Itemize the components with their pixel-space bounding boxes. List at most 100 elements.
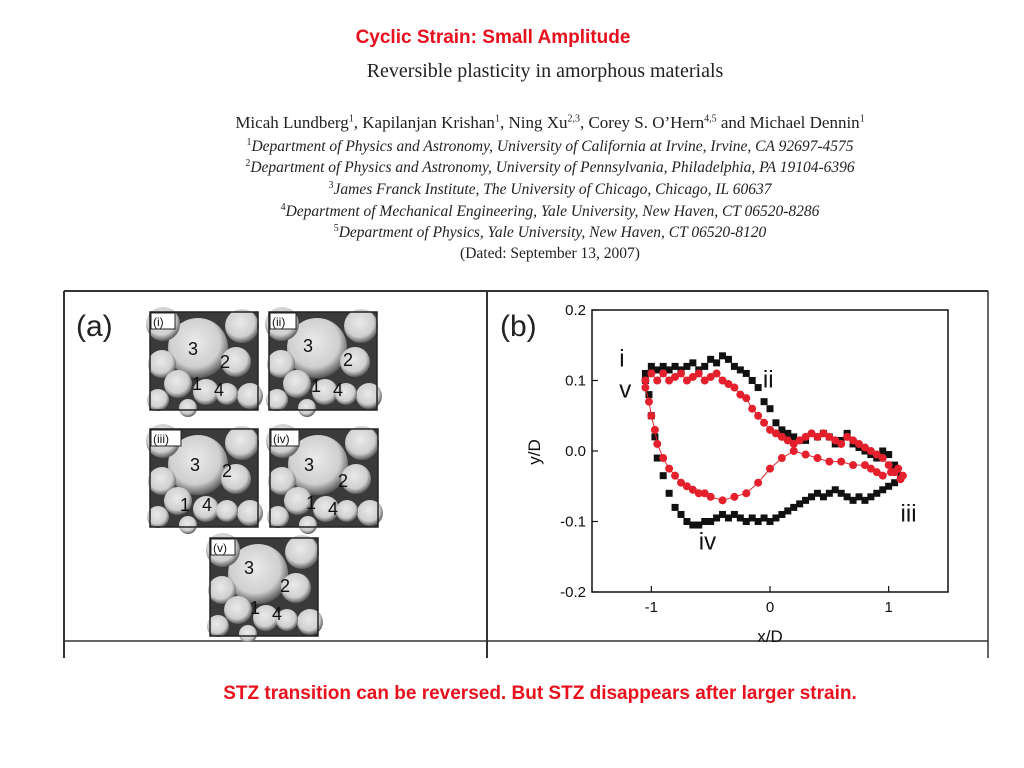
data-point [671,503,679,511]
data-point [789,439,798,448]
author-list: Micah Lundberg1, Kapilanjan Krishan1, Ni… [235,113,865,132]
data-point [641,376,650,385]
x-axis-label: x/D [757,627,783,646]
x-tick-label: 0 [766,599,774,616]
bubble-label: 4 [328,499,338,519]
chart-annotation: ii [763,367,774,394]
chart-annotation: iii [901,501,917,528]
data-point [766,518,774,525]
bubble-label: 3 [304,455,314,475]
panel-tag: (iv) [273,432,290,446]
author: and Michael Dennin [720,113,860,132]
data-point [843,493,851,501]
y-tick-label: 0.1 [565,373,586,390]
bubble-label: 4 [272,604,282,624]
slide-caption: STZ transition can be reversed. But STZ … [223,683,857,704]
data-point [825,432,834,441]
data-point [760,514,768,522]
data-point [707,355,715,363]
data-point [712,369,721,378]
data-point [695,521,703,529]
x-axis: -1 0 1 [645,586,893,616]
bubble-label: 1 [180,495,190,515]
affiliation: 3James Franck Institute, The University … [100,180,1000,199]
series-black-squares [641,352,905,529]
data-point [754,411,763,420]
data-point [665,376,674,385]
data-point [665,366,673,374]
data-point [808,493,816,501]
data-point [647,369,656,378]
data-point [718,496,727,505]
data-point [849,436,858,445]
data-point [825,457,834,466]
bubble-label: 2 [280,576,290,596]
data-point [771,429,780,438]
data-point [813,432,822,441]
data-point [689,521,697,529]
data-point [748,377,756,384]
panel-tag: (v) [213,541,227,555]
data-point [653,439,662,448]
data-point [730,492,739,501]
data-point [694,369,703,378]
data-point [831,436,840,445]
data-point [659,454,668,463]
data-point [641,369,649,377]
data-point [825,489,833,497]
data-point [819,493,827,501]
data-point [713,514,721,522]
data-point [887,468,896,477]
figure-a-label: (a) [76,310,113,343]
data-point [671,362,679,370]
y-axis: 0.2 0.1 0.0 -0.1 -0.2 [560,302,598,601]
dated-line: (Dated: September 13, 2007) [460,245,640,262]
data-point [813,489,821,497]
data-point [682,482,691,491]
affiliation-text: Department of Physics and Astronomy, Uni… [250,159,855,177]
data-point [772,514,780,522]
figure-b-chart: (b) 0.20.10.0-0.1-0.2 -1 0 1 y/D x/D iv iii… [500,302,949,646]
bubble-label: 1 [250,598,260,618]
data-point [766,464,774,473]
affiliation: 4Department of Mechanical Engineering, Y… [100,202,1000,221]
slide-title: Cyclic Strain: Small Amplitude [355,27,631,48]
data-point [866,464,875,473]
series-red-circles [641,369,907,505]
affiliation-sup: 5 [333,223,339,234]
data-point [651,433,659,441]
data-point [650,425,659,434]
data-point [653,454,661,462]
author-sup: 1 [348,113,354,125]
affiliation-text: Department of Mechanical Engineering, Ya… [285,203,820,221]
affiliation-sup: 4 [280,202,286,213]
bubble-label: 4 [333,380,343,400]
data-point [855,493,863,501]
author: Corey S. O’Hern [588,113,705,132]
figure-b-label: (b) [500,310,537,343]
affiliation-text: James Franck Institute, The University o… [333,181,772,199]
data-point [677,478,685,487]
data-point [760,398,768,406]
data-point [730,510,738,518]
data-point [807,429,816,438]
data-point [898,471,907,480]
data-point [819,429,828,438]
data-point [671,471,680,480]
y-tick-label: 0.2 [565,302,586,319]
data-point [784,507,792,515]
affiliation: 2Department of Physics and Astronomy, Un… [100,158,1000,177]
data-point [647,362,655,370]
bubble-label: 3 [188,339,198,359]
data-point [665,464,674,473]
data-point [724,355,732,363]
data-point [707,518,715,525]
data-point [730,383,739,392]
data-point [706,372,715,381]
data-point [837,489,845,497]
micrograph-panel: (iii) 3 2 1 4 [146,424,263,534]
data-point [784,429,792,437]
data-point [683,518,691,525]
